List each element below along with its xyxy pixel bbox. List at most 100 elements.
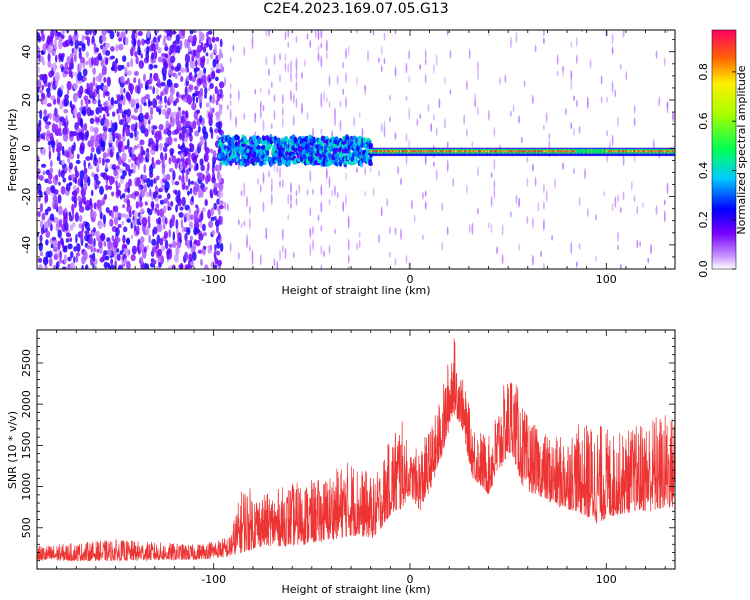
- heatmap-cell: [206, 173, 211, 183]
- heatmap-cell: [179, 206, 184, 211]
- heatmap-cell: [91, 35, 95, 44]
- heatmap-cell: [124, 37, 129, 46]
- heatmap-cell: [204, 147, 210, 154]
- heatmap-cell: [194, 67, 200, 72]
- heatmap-cell: [125, 30, 128, 35]
- heatmap-cell: [318, 156, 323, 160]
- heatmap-cell: [515, 31, 518, 44]
- heatmap-cell: [113, 169, 118, 177]
- heatmap-cell: [164, 53, 169, 59]
- heatmap-cell: [168, 156, 172, 165]
- heatmap-cell: [106, 112, 110, 117]
- heatmap-cell: [89, 30, 92, 36]
- heatmap-cell: [263, 161, 267, 166]
- heatmap-cell: [424, 58, 427, 66]
- heatmap-cell: [110, 96, 115, 106]
- heatmap-cell: [165, 173, 171, 181]
- heatmap-cell: [543, 218, 545, 232]
- x-tick-label: 0: [406, 573, 413, 586]
- heatmap-cell: [95, 180, 101, 185]
- heatmap-cell: [83, 95, 89, 102]
- heatmap-cell: [573, 95, 575, 102]
- snr-xlabel: Height of straight line (km): [281, 583, 430, 596]
- heatmap-cell: [84, 264, 89, 269]
- heatmap-cell: [151, 59, 157, 64]
- heatmap-cell: [320, 55, 323, 68]
- heatmap-cell: [556, 70, 559, 77]
- heatmap-cell: [127, 249, 131, 255]
- heatmap-cell: [111, 191, 115, 197]
- heatmap-cell: [37, 124, 42, 134]
- heatmap-cell: [152, 86, 156, 95]
- heatmap-cell: [47, 180, 53, 185]
- heatmap-cell: [61, 239, 65, 249]
- y-tick-label: 2500: [20, 349, 33, 377]
- heatmap-cell: [435, 127, 438, 136]
- heatmap-cell: [162, 223, 166, 230]
- heatmap-cell: [595, 255, 597, 262]
- heatmap-cell: [174, 73, 178, 80]
- heatmap-cell: [68, 181, 73, 186]
- heatmap-cell: [468, 223, 471, 233]
- heatmap-cell: [622, 154, 625, 166]
- heatmap-cell: [132, 219, 138, 227]
- heatmap-cell: [72, 185, 77, 191]
- heatmap-cell: [122, 170, 127, 177]
- heatmap-cell: [320, 225, 323, 232]
- heatmap-cell: [107, 240, 113, 250]
- heatmap-cell: [87, 99, 91, 104]
- heatmap-cell: [58, 181, 61, 186]
- heatmap-cell: [281, 228, 284, 241]
- heatmap-cell: [241, 143, 247, 148]
- heatmap-cell: [477, 69, 479, 81]
- heatmap-cell: [67, 256, 72, 262]
- heatmap-cell: [200, 258, 203, 266]
- heatmap-cell: [510, 211, 512, 218]
- heatmap-cell: [93, 127, 99, 134]
- x-tick-label: 100: [596, 573, 617, 586]
- heatmap-cell: [52, 62, 57, 72]
- heatmap-cell: [589, 58, 592, 69]
- heatmap-cell: [274, 151, 279, 158]
- heatmap-cell: [185, 185, 189, 191]
- heatmap-cell: [248, 206, 251, 214]
- heatmap-cell: [320, 154, 325, 158]
- heatmap-cell: [74, 165, 78, 173]
- heatmap-cell: [133, 116, 139, 121]
- heatmap-cell: [65, 114, 68, 124]
- heatmap-cell: [156, 234, 161, 245]
- heatmap-cell: [168, 94, 174, 104]
- colorbar-label: Normalized spectral amplitude: [735, 65, 748, 234]
- heatmap-cell: [128, 178, 132, 187]
- heatmap-cell: [320, 30, 323, 39]
- heatmap-cell: [356, 30, 358, 34]
- heatmap-cell: [286, 160, 292, 167]
- heatmap-cell: [136, 177, 141, 187]
- heatmap-cell: [204, 199, 208, 207]
- heatmap-cell: [345, 194, 347, 206]
- heatmap-cell: [145, 112, 150, 120]
- heatmap-cell: [143, 102, 147, 107]
- heatmap-cell: [190, 121, 194, 129]
- heatmap-cell: [174, 189, 178, 196]
- heatmap-cell: [39, 251, 44, 257]
- heatmap-cell: [419, 64, 422, 70]
- heatmap-cell: [153, 72, 159, 82]
- heatmap-cell: [202, 125, 207, 135]
- heatmap-cell: [116, 248, 120, 253]
- heatmap-cell: [138, 201, 144, 208]
- heatmap-cell: [103, 250, 108, 256]
- snr-panel: -100 0 100 500 1000 1500 2000 2500 Height of st…: [6, 329, 676, 596]
- heatmap-cell: [130, 162, 134, 169]
- heatmap-cell: [361, 127, 364, 138]
- heatmap-cell: [301, 72, 303, 79]
- heatmap-cell: [63, 70, 69, 75]
- x-tick-label: -100: [201, 573, 226, 586]
- heatmap-cell: [39, 89, 44, 94]
- heatmap-cell: [146, 150, 150, 160]
- heatmap-cell: [179, 67, 186, 73]
- heatmap-cell: [433, 161, 435, 167]
- heatmap-cell: [39, 202, 44, 213]
- heatmap-cell: [123, 258, 128, 265]
